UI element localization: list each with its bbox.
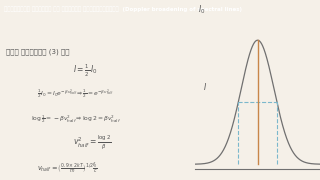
Text: $\log\frac{1}{2} = -\beta v^2_{half} \Rightarrow \log2 = \beta v^2_{half}$: $\log\frac{1}{2} = -\beta v^2_{half} \Ri…	[31, 113, 121, 125]
Text: $v^2_{half} = \frac{\log2}{\beta}$: $v^2_{half} = \frac{\log2}{\beta}$	[73, 134, 111, 152]
Text: $I$: $I$	[203, 81, 207, 92]
Text: $I_0$: $I_0$	[198, 3, 205, 16]
Text: अतः समीकरण (3) से: अतः समीकरण (3) से	[6, 48, 70, 55]
Text: $I = \frac{1}{2}\,I_0$: $I = \frac{1}{2}\,I_0$	[73, 62, 97, 78]
Text: वर्णक्रम रेखाओं का डाप्लर विस्तृतीकरण  (Doppler broadening of spectral lines): वर्णक्रम रेखाओं का डाप्लर विस्तृतीकरण (D…	[4, 7, 242, 12]
Text: $v_{half} = \left(\frac{0.9\times2kT}{m}\right)^{1/2}\!\frac{f_0}{c}$: $v_{half} = \left(\frac{0.9\times2kT}{m}…	[37, 162, 98, 176]
Text: $\frac{1}{2}I_0 = I_0e^{-\beta v^2_{half}} \Rightarrow \frac{1}{2} = e^{-\beta v: $\frac{1}{2}I_0 = I_0e^{-\beta v^2_{half…	[37, 88, 115, 101]
